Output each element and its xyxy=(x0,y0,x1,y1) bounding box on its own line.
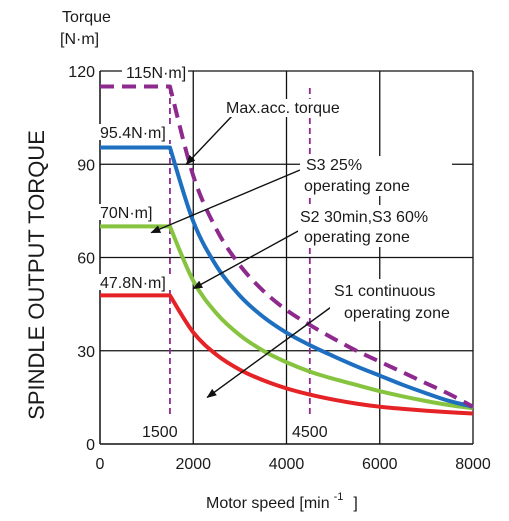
x-axis-title-sup: -1 xyxy=(334,491,344,503)
x-tick-label: 8000 xyxy=(455,456,491,473)
annotation-arrow xyxy=(150,169,301,234)
speed-label-4500: 4500 xyxy=(292,424,328,441)
annotation-s3-25-line1: S3 25% xyxy=(306,157,362,174)
x-tick-label: 4000 xyxy=(269,456,305,473)
x-axis-title-end: ] xyxy=(353,495,357,512)
y-axis-title: SPINDLE OUTPUT TORQUE xyxy=(24,130,49,420)
x-axis-title-main: Motor speed [min xyxy=(206,495,330,512)
annotation-arrow xyxy=(192,229,301,290)
annotation-arrows xyxy=(150,115,339,398)
annotation-s2-line2: operating zone xyxy=(304,229,410,246)
label-115: 115N·m] xyxy=(126,65,186,82)
series-line-1 xyxy=(100,145,474,409)
x-tick-labels: 0 2000 4000 6000 8000 xyxy=(96,456,491,473)
y-axis-unit-line1: Torque xyxy=(62,9,111,26)
annotation-arrow xyxy=(185,115,233,165)
y-tick-label: 90 xyxy=(77,157,95,174)
y-axis-unit-line2: [N·m] xyxy=(60,31,99,48)
y-tick-label: 120 xyxy=(68,64,95,81)
x-tick-label: 0 xyxy=(96,456,105,473)
annotation-max-acc: Max.acc. torque xyxy=(226,100,340,117)
y-tick-label: 0 xyxy=(86,437,95,454)
y-tick-label: 30 xyxy=(77,344,95,361)
label-95-4: 95.4N·m] xyxy=(100,125,166,142)
label-47-8: 47.8N·m] xyxy=(100,275,166,292)
annotation-s2-line1: S2 30min,S3 60% xyxy=(300,209,428,226)
label-70: 70N·m] xyxy=(100,205,152,222)
series-line-3 xyxy=(100,293,474,416)
y-tick-label: 60 xyxy=(77,251,95,268)
y-tick-labels: 0 30 60 90 120 xyxy=(68,64,95,454)
annotation-s3-25-line2: operating zone xyxy=(304,178,410,195)
annotation-s1-line1: S1 continuous xyxy=(334,283,435,300)
x-tick-label: 6000 xyxy=(362,456,398,473)
series-lines xyxy=(100,84,474,416)
series-line-2 xyxy=(100,224,474,411)
speed-label-1500: 1500 xyxy=(142,424,178,441)
grid-lines xyxy=(99,70,474,445)
x-tick-label: 2000 xyxy=(175,456,211,473)
annotation-s1-line2: operating zone xyxy=(344,305,450,322)
annotation-arrow xyxy=(206,301,339,398)
x-axis-title: Motor speed [min -1] xyxy=(206,491,358,512)
speed-markers xyxy=(169,86,311,414)
series-line-0 xyxy=(100,84,474,409)
